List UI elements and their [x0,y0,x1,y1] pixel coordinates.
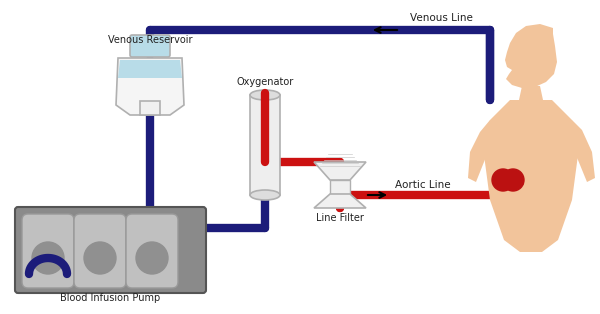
Polygon shape [484,100,578,252]
Text: Line Filter: Line Filter [316,213,364,223]
Circle shape [84,242,116,274]
Polygon shape [493,170,524,185]
Circle shape [492,169,514,191]
Bar [140,101,160,115]
Circle shape [32,242,64,274]
Ellipse shape [250,90,280,100]
FancyBboxPatch shape [126,214,178,288]
Bar [330,180,350,194]
Polygon shape [118,60,182,78]
FancyBboxPatch shape [22,214,74,288]
Ellipse shape [250,190,280,200]
Bar [250,95,280,195]
Circle shape [502,169,524,191]
Text: Blood Infusion Pump: Blood Infusion Pump [61,293,161,303]
Polygon shape [519,86,543,100]
Polygon shape [505,24,557,88]
FancyBboxPatch shape [15,207,206,293]
Polygon shape [314,194,366,208]
Polygon shape [116,58,184,115]
Text: Oxygenator: Oxygenator [236,77,293,87]
Circle shape [136,242,168,274]
Polygon shape [562,120,595,182]
Polygon shape [468,120,500,182]
Polygon shape [314,162,366,180]
Text: Venous Line: Venous Line [410,13,473,23]
Text: Venous Reservoir: Venous Reservoir [108,35,192,45]
FancyBboxPatch shape [74,214,126,288]
Text: Aortic Line: Aortic Line [395,180,451,190]
FancyBboxPatch shape [130,35,170,57]
